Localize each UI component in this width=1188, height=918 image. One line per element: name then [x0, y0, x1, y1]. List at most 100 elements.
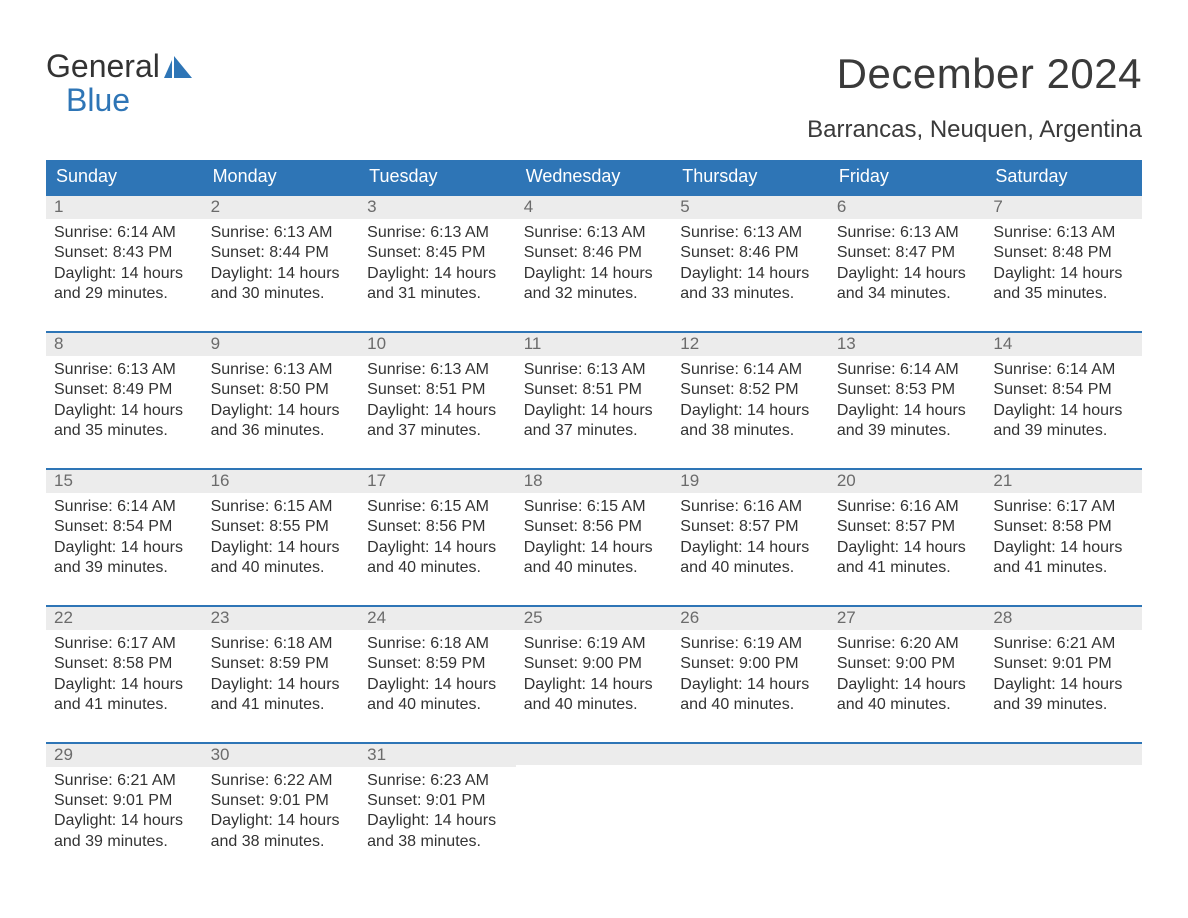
daynum-row: 16 [203, 470, 360, 493]
calendar-cell: 11Sunrise: 6:13 AMSunset: 8:51 PMDayligh… [516, 331, 673, 468]
day-number: 2 [211, 197, 220, 216]
day-number: 4 [524, 197, 533, 216]
daynum-row: 14 [985, 333, 1142, 356]
sunset-line: Sunset: 9:00 PM [680, 654, 821, 674]
sunset-line: Sunset: 8:48 PM [993, 243, 1134, 263]
day-number: 8 [54, 334, 63, 353]
sunrise-line: Sunrise: 6:21 AM [993, 634, 1134, 654]
calendar-cell: 3Sunrise: 6:13 AMSunset: 8:45 PMDaylight… [359, 194, 516, 331]
day-number: 13 [837, 334, 856, 353]
daynum-row: 7 [985, 196, 1142, 219]
daynum-row [672, 744, 829, 765]
d2-line: and 29 minutes. [54, 284, 195, 304]
logo-text: General Blue [46, 50, 160, 117]
d1-line: Daylight: 14 hours [993, 401, 1134, 421]
d1-line: Daylight: 14 hours [367, 538, 508, 558]
d2-line: and 38 minutes. [367, 832, 508, 852]
dow-header: Thursday [672, 160, 829, 194]
calendar-cell [985, 742, 1142, 879]
location-label: Barrancas, Neuquen, Argentina [807, 116, 1142, 144]
daynum-row [829, 744, 986, 765]
d2-line: and 40 minutes. [367, 558, 508, 578]
sunset-line: Sunset: 8:46 PM [680, 243, 821, 263]
dow-header: Monday [203, 160, 360, 194]
calendar-grid: SundayMondayTuesdayWednesdayThursdayFrid… [46, 160, 1142, 878]
d1-line: Daylight: 14 hours [993, 538, 1134, 558]
day-body: Sunrise: 6:22 AMSunset: 9:01 PMDaylight:… [203, 767, 360, 853]
calendar-cell: 12 Sunrise: 6:14 AMSunset: 8:52 PMDayligh… [672, 331, 829, 468]
sunrise-line: Sunrise: 6:19 AM [524, 634, 665, 654]
d2-line: and 39 minutes. [54, 832, 195, 852]
daynum-row: 1 [46, 196, 203, 219]
sunset-line: Sunset: 8:53 PM [837, 380, 978, 400]
day-number: 7 [993, 197, 1002, 216]
sunrise-line: Sunrise: 6:18 AM [211, 634, 352, 654]
day-body: Sunrise: 6:14 AMSunset: 8:52 PMDaylight:… [672, 356, 829, 442]
day-body: Sunrise: 6:13 AMSunset: 8:50 PMDaylight:… [203, 356, 360, 442]
sunrise-line: Sunrise: 6:16 AM [837, 497, 978, 517]
calendar-cell: 7Sunrise: 6:13 AMSunset: 8:48 PMDaylight… [985, 194, 1142, 331]
d2-line: and 40 minutes. [524, 695, 665, 715]
calendar-cell: 25Sunrise: 6:19 AMSunset: 9:00 PMDayligh… [516, 605, 673, 742]
d2-line: and 35 minutes. [54, 421, 195, 441]
day-number: 12 [680, 334, 699, 353]
sunrise-line: Sunrise: 6:13 AM [211, 223, 352, 243]
calendar-cell [672, 742, 829, 879]
sunset-line: Sunset: 8:59 PM [367, 654, 508, 674]
logo-word1: General [46, 48, 160, 84]
d1-line: Daylight: 14 hours [680, 401, 821, 421]
day-number: 10 [367, 334, 386, 353]
sunset-line: Sunset: 8:46 PM [524, 243, 665, 263]
day-number: 26 [680, 608, 699, 627]
day-body: Sunrise: 6:17 AMSunset: 8:58 PMDaylight:… [985, 493, 1142, 579]
calendar-cell: 16Sunrise: 6:15 AMSunset: 8:55 PMDayligh… [203, 468, 360, 605]
d1-line: Daylight: 14 hours [993, 675, 1134, 695]
sunset-line: Sunset: 8:49 PM [54, 380, 195, 400]
daynum-row: 11 [516, 333, 673, 356]
day-number: 23 [211, 608, 230, 627]
sunrise-line: Sunrise: 6:13 AM [993, 223, 1134, 243]
daynum-row [985, 744, 1142, 765]
sunrise-line: Sunrise: 6:13 AM [524, 360, 665, 380]
page-title: December 2024 [807, 50, 1142, 98]
d2-line: and 39 minutes. [837, 421, 978, 441]
day-number: 24 [367, 608, 386, 627]
sunset-line: Sunset: 8:44 PM [211, 243, 352, 263]
calendar-cell: 4Sunrise: 6:13 AMSunset: 8:46 PMDaylight… [516, 194, 673, 331]
daynum-row: 26 [672, 607, 829, 630]
d2-line: and 35 minutes. [993, 284, 1134, 304]
sunset-line: Sunset: 8:54 PM [54, 517, 195, 537]
sunrise-line: Sunrise: 6:13 AM [367, 223, 508, 243]
d2-line: and 31 minutes. [367, 284, 508, 304]
d1-line: Daylight: 14 hours [367, 401, 508, 421]
sunset-line: Sunset: 8:57 PM [680, 517, 821, 537]
daynum-row [516, 744, 673, 765]
day-body: Sunrise: 6:19 AMSunset: 9:00 PMDaylight:… [672, 630, 829, 716]
sunset-line: Sunset: 8:57 PM [837, 517, 978, 537]
d2-line: and 40 minutes. [211, 558, 352, 578]
sunrise-line: Sunrise: 6:20 AM [837, 634, 978, 654]
calendar-cell [829, 742, 986, 879]
sunrise-line: Sunrise: 6:18 AM [367, 634, 508, 654]
sunrise-line: Sunrise: 6:22 AM [211, 771, 352, 791]
d2-line: and 34 minutes. [837, 284, 978, 304]
daynum-row: 17 [359, 470, 516, 493]
daynum-row: 15 [46, 470, 203, 493]
sunset-line: Sunset: 8:59 PM [211, 654, 352, 674]
d1-line: Daylight: 14 hours [524, 264, 665, 284]
calendar-cell: 6Sunrise: 6:13 AMSunset: 8:47 PMDaylight… [829, 194, 986, 331]
d2-line: and 32 minutes. [524, 284, 665, 304]
day-body: Sunrise: 6:18 AMSunset: 8:59 PMDaylight:… [203, 630, 360, 716]
d1-line: Daylight: 14 hours [367, 811, 508, 831]
calendar-cell: 21Sunrise: 6:17 AMSunset: 8:58 PMDayligh… [985, 468, 1142, 605]
d2-line: and 40 minutes. [837, 695, 978, 715]
calendar-cell: 22Sunrise: 6:17 AMSunset: 8:58 PMDayligh… [46, 605, 203, 742]
calendar-cell: 26 Sunrise: 6:19 AMSunset: 9:00 PMDayligh… [672, 605, 829, 742]
day-number: 29 [54, 745, 73, 764]
daynum-row: 10 [359, 333, 516, 356]
sunset-line: Sunset: 8:58 PM [54, 654, 195, 674]
daynum-row: 19 [672, 470, 829, 493]
sunset-line: Sunset: 8:51 PM [524, 380, 665, 400]
day-body: Sunrise: 6:19 AMSunset: 9:00 PMDaylight:… [516, 630, 673, 716]
calendar-cell: 17Sunrise: 6:15 AMSunset: 8:56 PMDayligh… [359, 468, 516, 605]
